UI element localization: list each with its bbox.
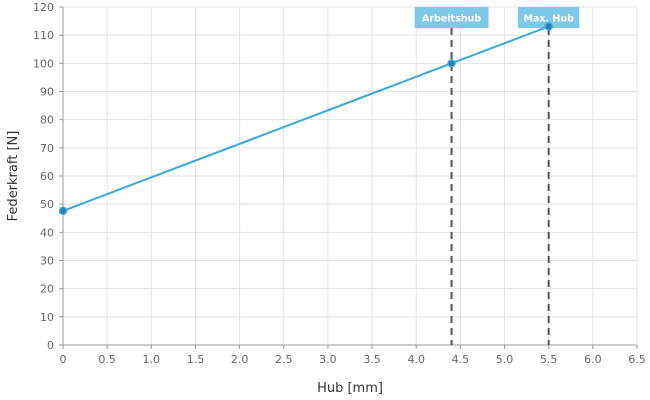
y-tick-label: 50 [40, 198, 54, 211]
x-tick-label: 1.0 [143, 353, 161, 366]
y-axis-title: Federkraft [N] [6, 131, 21, 222]
y-tick-label: 90 [40, 86, 54, 99]
marker-label-box [518, 7, 580, 28]
data-point [447, 59, 456, 68]
y-tick-label: 80 [40, 114, 54, 127]
x-tick-label: 3.0 [319, 353, 337, 366]
x-tick-label: 1.5 [187, 353, 205, 366]
x-tick-label: 0.5 [98, 353, 116, 366]
marker-label: Max. Hub [523, 14, 574, 25]
y-tick-label: 110 [33, 29, 54, 42]
series-line [62, 25, 550, 212]
x-tick-label: 2.0 [231, 353, 249, 366]
marker-label-box [414, 7, 489, 28]
y-tick-label: 20 [40, 283, 54, 296]
axes: 0 0.5 1.0 1.5 2.0 2.5 3.0 3.5 4.0 4.5 5.0 5.5 6.0 6.5… [33, 1, 646, 366]
y-tick-label: 100 [33, 57, 54, 70]
x-tick-label: 5.5 [540, 353, 558, 366]
data-point [544, 22, 553, 31]
markers: Arbeitshub Max. Hub [414, 7, 580, 345]
x-axis-title: Hub [mm] [317, 381, 383, 396]
x-tick-label: 0 [60, 353, 67, 366]
y-tick-label: 120 [33, 1, 54, 14]
x-tick-label: 3.5 [363, 353, 381, 366]
series [58, 22, 553, 216]
x-tick-label: 5.0 [496, 353, 514, 366]
grid [62, 6, 638, 346]
marker-label: Arbeitshub [422, 14, 481, 25]
y-tick-label: 40 [40, 226, 54, 239]
x-tick-label: 4.5 [452, 353, 470, 366]
y-tick-label: 0 [47, 339, 54, 352]
x-tick-label: 6.5 [628, 353, 646, 366]
x-tick-label: 2.5 [275, 353, 293, 366]
y-tick-label: 60 [40, 170, 54, 183]
x-tick-label: 6.0 [584, 353, 602, 366]
y-tick-label: 10 [40, 311, 54, 324]
data-point [58, 206, 68, 216]
x-tick-label: 4.0 [407, 353, 425, 366]
y-tick-label: 30 [40, 255, 54, 268]
y-tick-label: 70 [40, 142, 54, 155]
